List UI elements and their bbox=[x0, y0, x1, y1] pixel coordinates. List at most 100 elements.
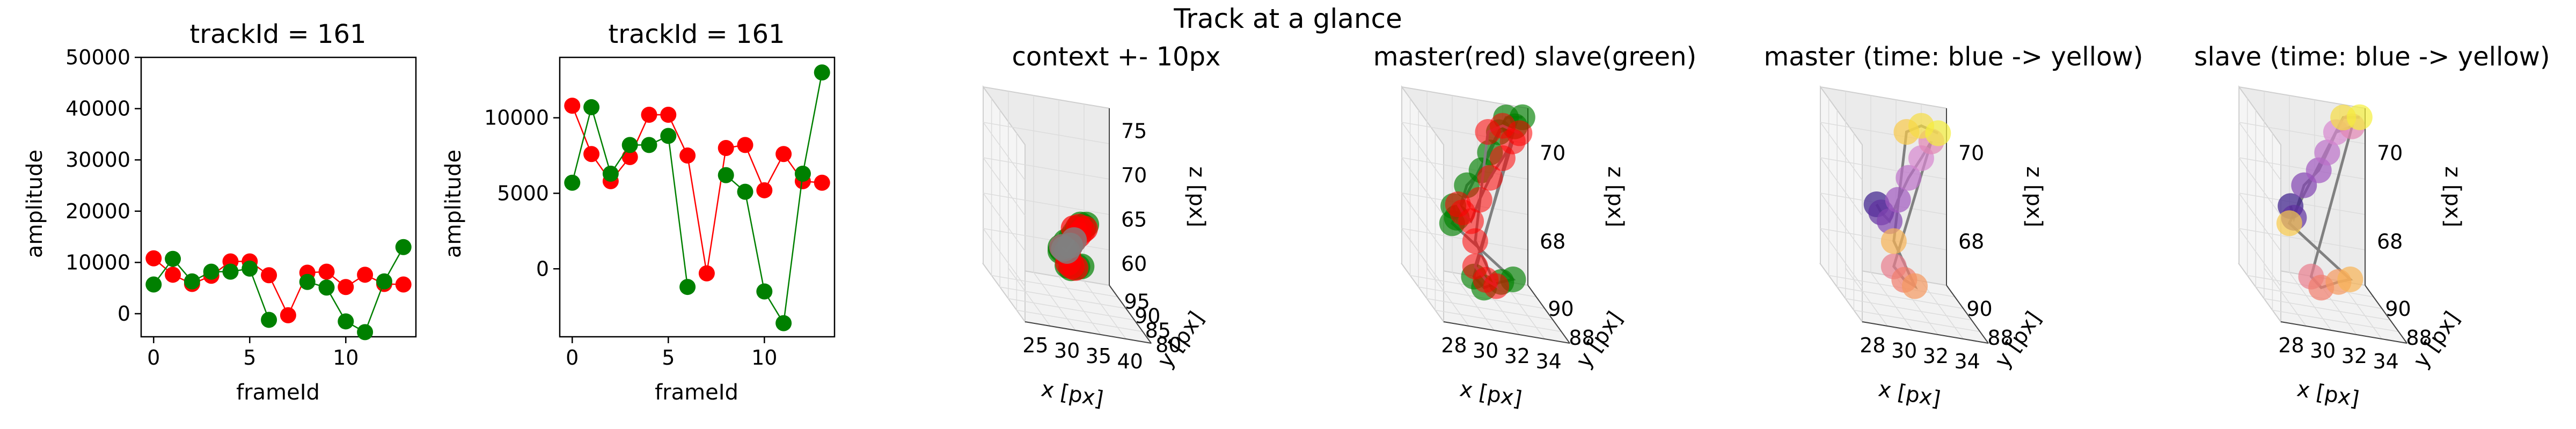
grid-line bbox=[2238, 227, 2366, 287]
grid-line bbox=[982, 157, 1110, 216]
master-point bbox=[698, 265, 715, 282]
grid-line bbox=[2238, 192, 2366, 252]
master-point bbox=[737, 137, 753, 153]
slave-point bbox=[357, 324, 374, 341]
grid-line bbox=[1418, 110, 1545, 309]
slave-point bbox=[338, 313, 354, 330]
y-tick-label: 80 bbox=[1155, 334, 1181, 357]
slave-point bbox=[621, 137, 638, 153]
grid-line bbox=[1033, 95, 1076, 331]
master-series-line bbox=[572, 105, 822, 273]
master-point bbox=[660, 107, 677, 123]
pane-left bbox=[1820, 85, 1863, 324]
grid-line bbox=[982, 121, 1110, 181]
grid-line bbox=[1836, 110, 1964, 309]
master-point bbox=[145, 250, 162, 267]
master-time-3d-plot: master (time: blue -> yellow) 28 30 32 34 88… bbox=[1764, 42, 2143, 412]
grid-line bbox=[2272, 133, 2399, 332]
y-tick-label: 0 bbox=[118, 302, 130, 326]
x-axis-label: x [px] bbox=[1040, 376, 1106, 412]
y-tick-label: 10000 bbox=[484, 106, 549, 130]
slave-point bbox=[794, 165, 811, 182]
z-tick-label: 68 bbox=[2377, 230, 2403, 254]
z-tick-label: 70 bbox=[2377, 142, 2403, 165]
grid-line bbox=[982, 192, 1110, 252]
y-axis-line bbox=[1527, 285, 1570, 344]
slave-point bbox=[203, 263, 219, 280]
z-tick-label: 65 bbox=[1121, 208, 1147, 231]
chart-1-title: trackId = 161 bbox=[189, 19, 366, 49]
x-tick-label: 40 bbox=[1117, 350, 1143, 373]
grid-line bbox=[1008, 121, 1135, 321]
slave-time-point bbox=[2314, 139, 2340, 166]
x-tick-label: 25 bbox=[1022, 334, 1048, 357]
x-tick-label: 0 bbox=[566, 346, 579, 369]
grid-line bbox=[1426, 121, 1553, 321]
y-tick-label: 0 bbox=[536, 257, 549, 280]
z-tick-label: 70 bbox=[1540, 142, 1565, 165]
master-point bbox=[679, 147, 696, 164]
x-axis-line bbox=[1443, 321, 1570, 344]
slave-point bbox=[165, 250, 181, 267]
x-tick-label: 10 bbox=[751, 346, 777, 369]
grid-line bbox=[1084, 104, 1126, 339]
slave-point bbox=[318, 279, 335, 296]
master-point bbox=[280, 307, 296, 323]
master-point bbox=[318, 263, 335, 280]
slave-point bbox=[299, 273, 316, 290]
grid-line bbox=[2289, 95, 2332, 331]
x-axis-line bbox=[1024, 321, 1152, 344]
y-tick-label: 88 bbox=[2406, 326, 2432, 350]
z-axis-label: z [px] bbox=[2022, 166, 2046, 227]
slave-point bbox=[718, 167, 734, 183]
plot-frame bbox=[140, 56, 417, 338]
x-tick-label: 28 bbox=[1860, 334, 1885, 357]
z-tick-label: 68 bbox=[1958, 230, 1984, 254]
x-tick-label: 30 bbox=[2310, 339, 2336, 363]
slave-point bbox=[641, 137, 657, 153]
y-tick-label: 90 bbox=[2385, 297, 2411, 321]
x-tick-label: 30 bbox=[1054, 339, 1080, 363]
z-axis-label: z [px] bbox=[2440, 166, 2465, 227]
x-tick-label: 34 bbox=[2373, 350, 2398, 373]
y-tick-label: 5000 bbox=[497, 181, 549, 205]
master-slave-3d-title: master(red) slave(green) bbox=[1373, 42, 1696, 72]
grid-line bbox=[2238, 121, 2366, 181]
y-tick-label: 20000 bbox=[65, 199, 130, 223]
x-tick-label: 28 bbox=[2278, 334, 2304, 357]
y-tick-label: 88 bbox=[1569, 326, 1594, 350]
y-axis-line bbox=[2365, 285, 2407, 344]
master-point bbox=[261, 267, 277, 284]
master-time-point bbox=[1902, 273, 1928, 299]
slave-point bbox=[261, 312, 277, 328]
amplitude-chart-2: trackId = 161 frameId amplitude 0 5 10 0 500… bbox=[441, 19, 836, 405]
y-tick-label: 40000 bbox=[65, 97, 130, 121]
slave-point bbox=[775, 315, 792, 331]
grid-line bbox=[1452, 95, 1495, 331]
z-tick-label: 60 bbox=[1121, 252, 1147, 276]
slave-point bbox=[756, 283, 773, 300]
master-point bbox=[564, 98, 581, 114]
x-tick-label: 34 bbox=[1535, 350, 1561, 373]
slave-point bbox=[737, 183, 753, 200]
x-tick-label: 32 bbox=[1504, 344, 1530, 368]
chart-2-plot-area: 0 5 10 0 5000 10000 bbox=[484, 56, 836, 369]
master-point bbox=[756, 182, 773, 198]
master-point bbox=[621, 149, 638, 165]
master-time-point bbox=[1896, 165, 1922, 191]
master-time-point bbox=[1880, 228, 1907, 254]
x-tick-label: 10 bbox=[333, 346, 358, 369]
master-slave-3d-plot: master(red) slave(green) 28 30 32 34 88 90 68 7… bbox=[1373, 42, 1696, 412]
chart-1-plot-area: 0 5 10 0 10000 20000 30000 40000 50000 bbox=[65, 46, 417, 369]
slave-point bbox=[679, 279, 696, 295]
master-point bbox=[1506, 120, 1533, 146]
z-axis-label: z [px] bbox=[1603, 166, 1628, 227]
grid-line bbox=[1435, 133, 1562, 332]
master-point bbox=[1458, 208, 1484, 234]
pane-left bbox=[983, 85, 1026, 324]
x-tick-label: 0 bbox=[147, 346, 160, 369]
x-axis-line bbox=[1862, 321, 1989, 344]
slave-point bbox=[184, 273, 200, 290]
y-axis-line bbox=[1109, 285, 1152, 344]
